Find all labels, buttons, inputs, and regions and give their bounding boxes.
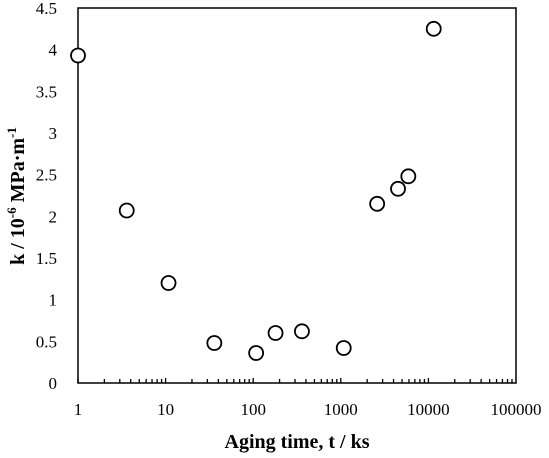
- data-point: [118, 202, 135, 219]
- data-point: [267, 325, 284, 341]
- x-tick-labels: 1 10 100 1000 10000 100000: [74, 400, 542, 419]
- x-tick-label: 100000: [491, 400, 542, 419]
- x-tick-label: 1000: [324, 400, 358, 419]
- y-tick-label: 2.5: [36, 166, 57, 185]
- y-tick-label: 0.5: [36, 332, 57, 351]
- x-minor-ticks: [77, 378, 513, 383]
- y-tick-label: 1: [49, 291, 58, 310]
- data-point: [248, 345, 265, 361]
- y-tick-label: 0: [49, 374, 58, 393]
- y-axis-title-exponent-1: -6: [4, 207, 19, 218]
- y-tick-label: 3.5: [36, 82, 57, 101]
- y-tick-label: 4.5: [36, 0, 57, 18]
- data-point: [160, 275, 177, 291]
- x-tick-label: 1: [74, 400, 83, 419]
- y-tick-label: 4: [49, 41, 58, 60]
- plot-area: [77, 7, 517, 384]
- x-tick-label: 100: [240, 400, 266, 419]
- y-tick-label: 2: [49, 207, 58, 226]
- y-axis-title-unit: MPa·m: [7, 138, 29, 208]
- data-point: [206, 335, 223, 351]
- data-point: [294, 323, 310, 340]
- y-tick-label: 1.5: [36, 249, 57, 268]
- data-point: [369, 195, 386, 212]
- y-tick-label: 3: [49, 124, 58, 143]
- y-axis-title-main: k / 10: [7, 218, 29, 265]
- data-point: [400, 168, 417, 185]
- y-axis-title-exponent-2: -1: [4, 127, 19, 138]
- y-tick-labels: 0 0.5 1 1.5 2 2.5 3 3.5 4 4.5: [36, 0, 58, 393]
- data-point: [390, 180, 406, 197]
- x-tick-label: 10000: [407, 400, 450, 419]
- y-axis-title: k / 10-6 MPa·m-1: [4, 127, 29, 265]
- data-point: [335, 340, 352, 356]
- data-point: [70, 47, 86, 64]
- data-point: [425, 20, 442, 37]
- x-tick-label: 10: [157, 400, 174, 419]
- x-axis-title: Aging time, t / ks: [225, 431, 370, 453]
- data-points: [70, 20, 442, 361]
